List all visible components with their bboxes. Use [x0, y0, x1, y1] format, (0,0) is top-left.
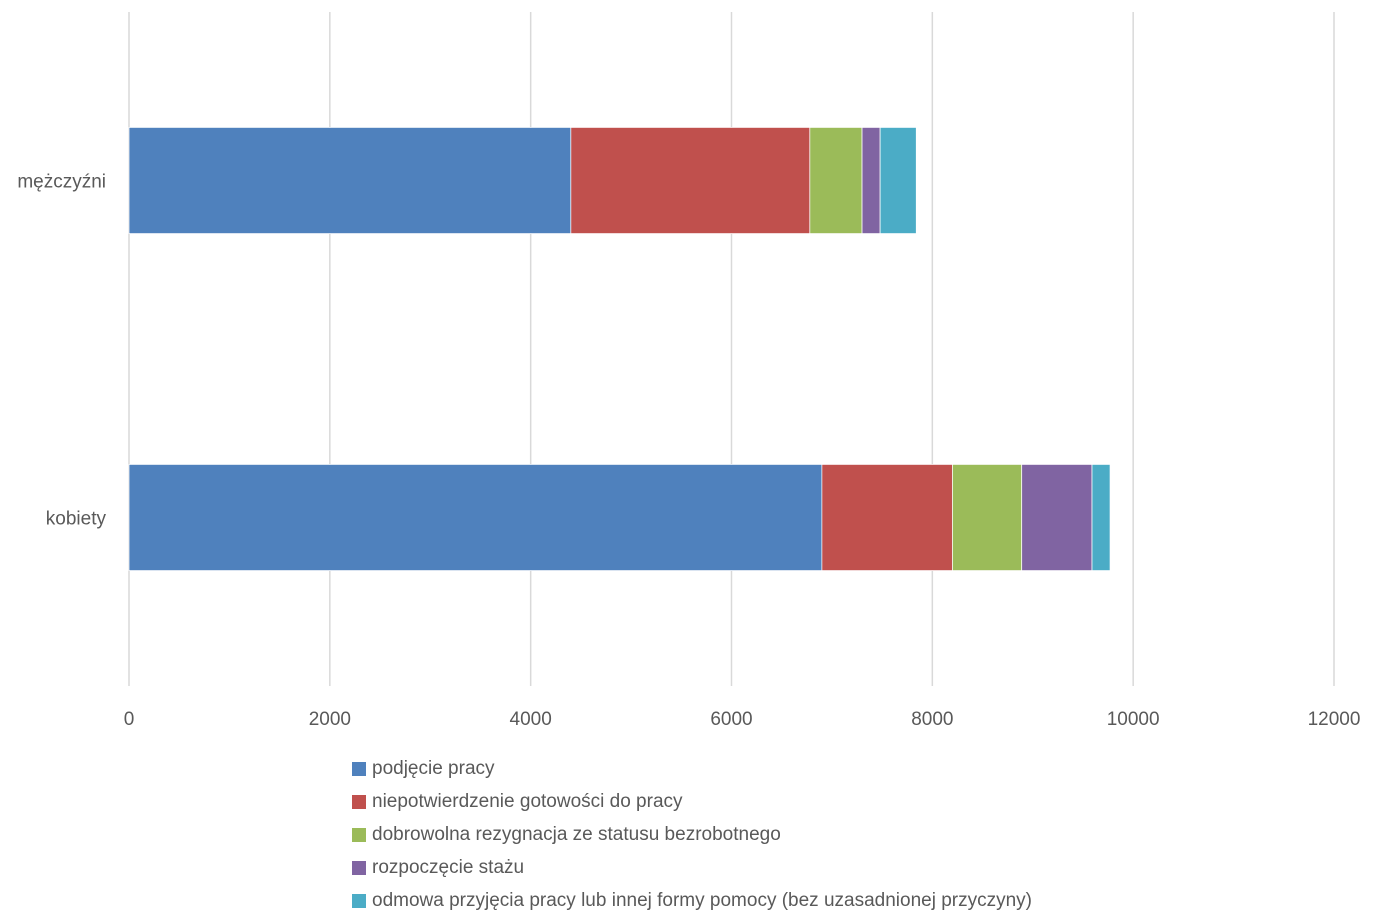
x-tick-label: 6000 — [710, 709, 752, 730]
bar-segment — [1021, 464, 1093, 571]
bar-segment — [809, 127, 863, 234]
legend-item: dobrowolna rezygnacja ze statusu bezrobo… — [352, 818, 1032, 851]
legend-label: rozpoczęcie stażu — [372, 856, 525, 878]
legend-item: podjęcie pracy — [352, 752, 1032, 785]
legend-label: dobrowolna rezygnacja ze statusu bezrobo… — [372, 823, 781, 845]
gridlines — [128, 12, 1335, 686]
x-tick-label: 4000 — [510, 709, 552, 730]
legend-swatch — [352, 794, 366, 809]
bar-segment — [570, 127, 811, 234]
x-tick-label: 0 — [124, 709, 135, 730]
legend-swatch — [352, 827, 366, 842]
category-label: kobiety — [46, 509, 107, 530]
bar-segment — [1091, 464, 1111, 571]
legend-swatch — [352, 761, 366, 776]
bar-segment — [821, 464, 953, 571]
chart: 0 2000 4000 6000 8000 10000 12000 mężczyźni kob… — [17, 12, 1361, 730]
legend-label: niepotwierdzenie gotowości do pracy — [372, 790, 683, 812]
legend: podjęcie pracy niepotwierdzenie gotowości… — [352, 752, 1032, 917]
legend-swatch — [352, 893, 366, 908]
bars — [128, 127, 1111, 571]
bar-segment — [128, 127, 572, 234]
bar-segment — [861, 127, 881, 234]
bar-segment — [879, 127, 917, 234]
bar-segment — [128, 464, 823, 571]
legend-item: niepotwierdzenie gotowości do pracy — [352, 785, 1032, 818]
x-tick-label: 12000 — [1308, 709, 1361, 730]
legend-label: podjęcie pracy — [372, 757, 495, 779]
x-tick-label: 10000 — [1107, 709, 1160, 730]
legend-item: odmowa przyjęcia pracy lub innej formy p… — [352, 884, 1032, 917]
x-axis-ticks: 0 2000 4000 6000 8000 10000 12000 — [124, 709, 1361, 730]
x-tick-label: 8000 — [911, 709, 953, 730]
legend-swatch — [352, 860, 366, 875]
legend-label: odmowa przyjęcia pracy lub innej formy p… — [372, 889, 1033, 911]
category-label: mężczyźni — [17, 172, 106, 193]
category-labels: mężczyźni kobiety — [17, 172, 106, 530]
legend-item: rozpoczęcie stażu — [352, 851, 1032, 884]
bar-segment — [952, 464, 1023, 571]
x-tick-label: 2000 — [309, 709, 351, 730]
